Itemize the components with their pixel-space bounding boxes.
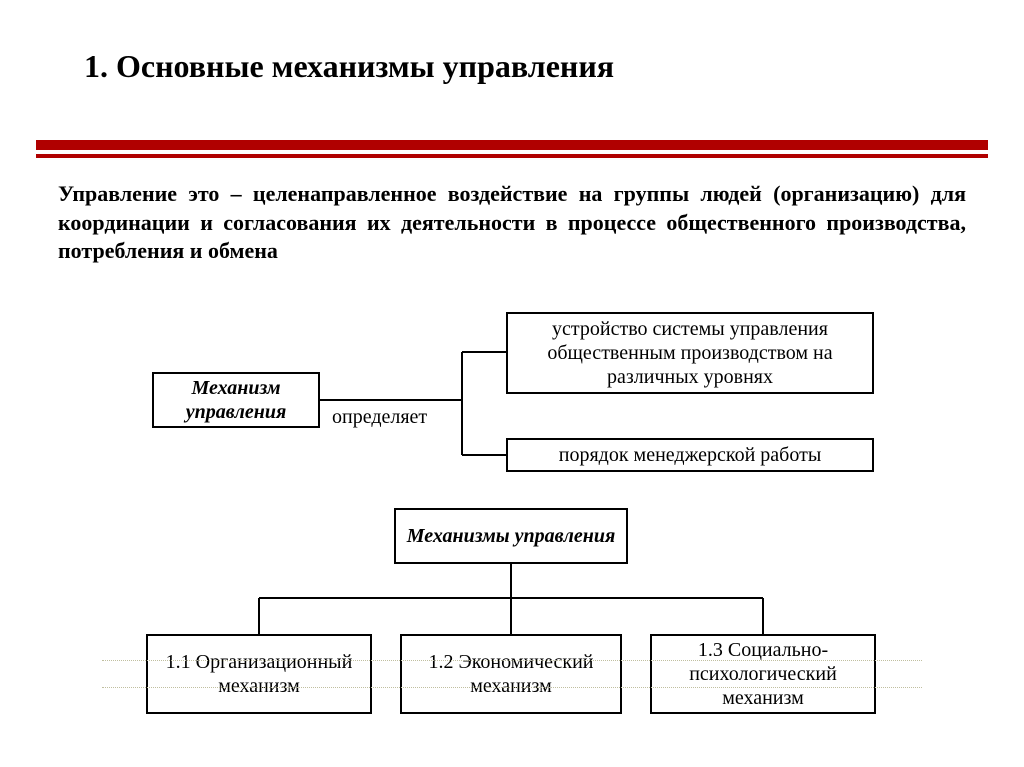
ruler-line [102,687,922,688]
page-title: 1. Основные механизмы управления [84,48,614,85]
d1-root-box: Механизм управления [152,372,320,428]
d2-root-box: Механизмы управления [394,508,628,564]
accent-bar-thick [36,140,988,150]
definition-text: Управление это – целенаправленное воздей… [58,180,966,266]
ruler-line [102,660,922,661]
d2-child-0-box: 1.1 Организационный механизм [146,634,372,714]
accent-bar-thin [36,154,988,158]
d2-child-1-box: 1.2 Экономический механизм [400,634,622,714]
d2-child-2-box: 1.3 Социально-психологический механизм [650,634,876,714]
d1-verb-label: определяет [332,406,427,429]
d1-out1-box: устройство системы управления общественн… [506,312,874,394]
d1-out2-box: порядок менеджерской работы [506,438,874,472]
